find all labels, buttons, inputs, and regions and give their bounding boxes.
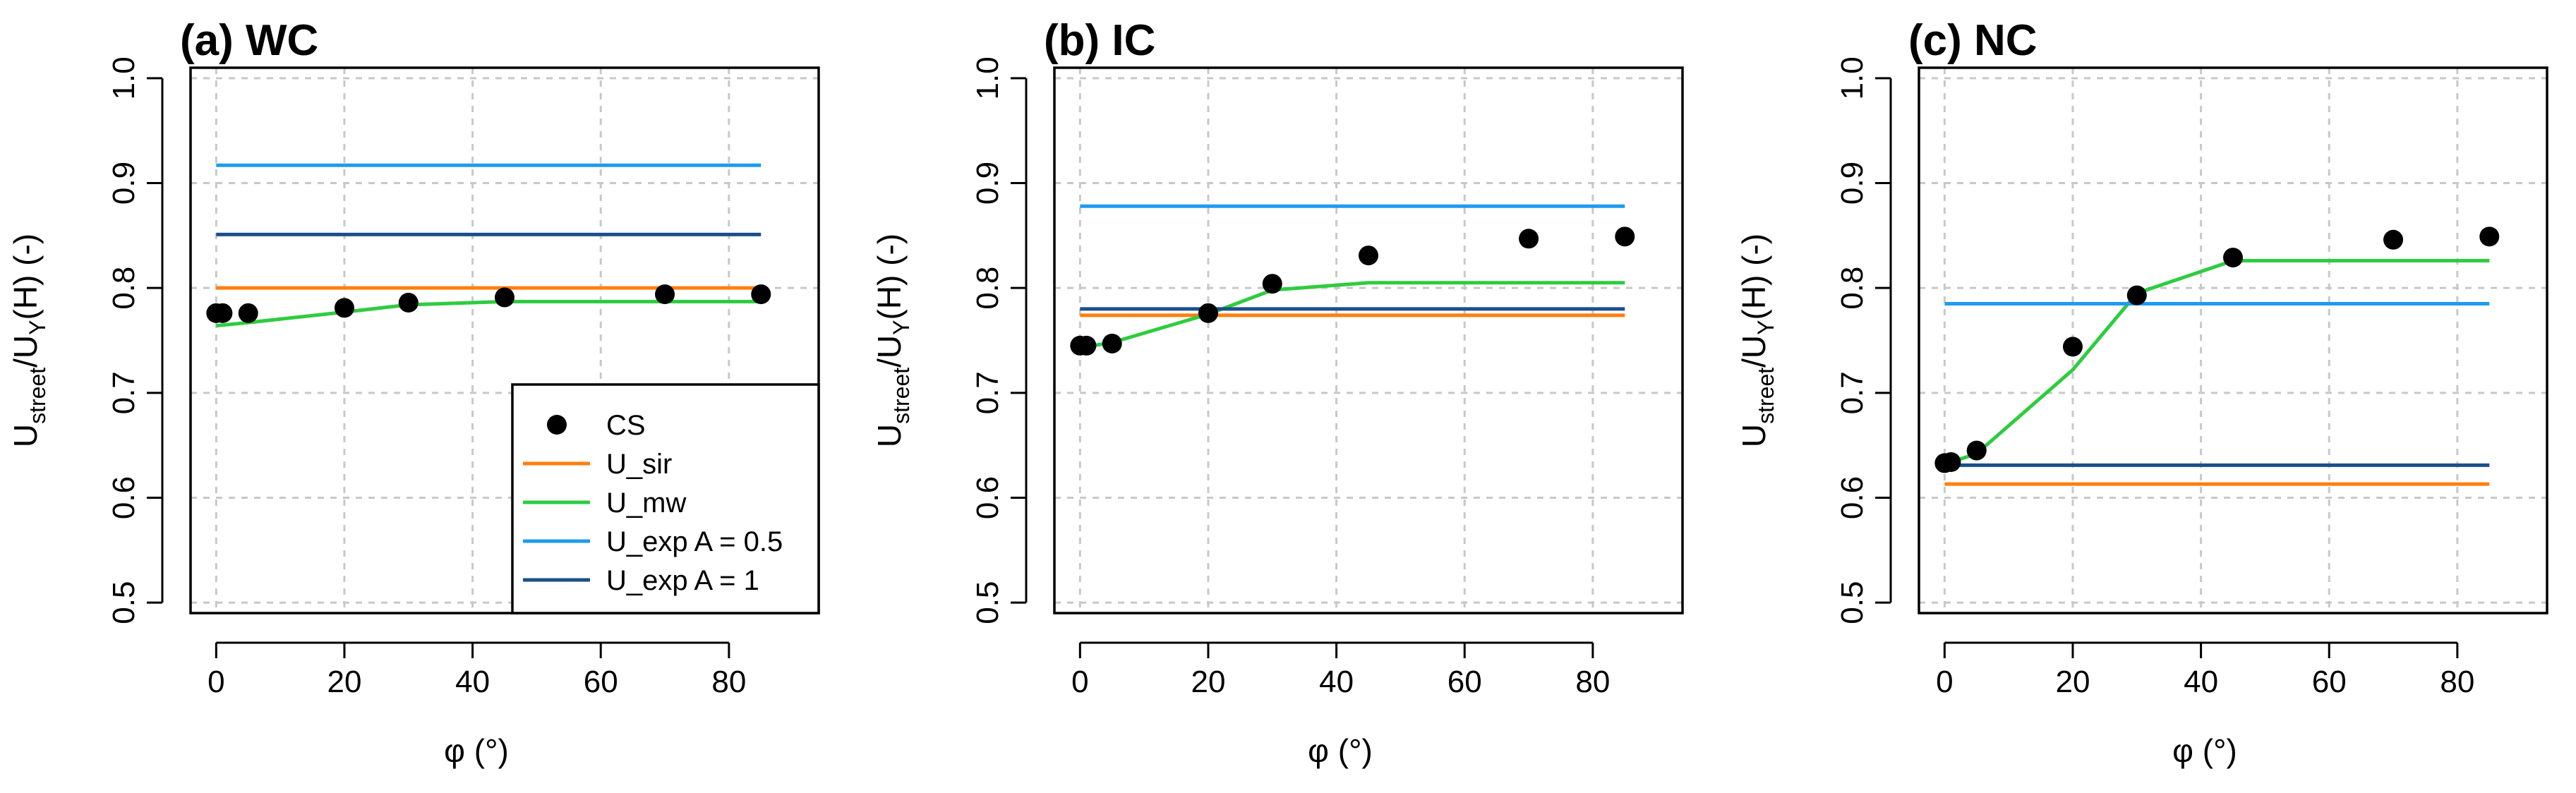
data-point [1519, 229, 1539, 249]
y-tick-label: 0.5 [970, 581, 1005, 624]
panel-title: (b) IC [1044, 16, 1155, 65]
legend: CS U_sir U_mw U_exp A = 0.5 U_exp A = 1 [511, 383, 820, 615]
panel-1: 0 20 40 60 80 φ (°) 0.5 0.6 0.7 0.8 0.9 1.0 Ustreet/… [7, 16, 820, 769]
y-axis-label-part: Y [25, 320, 50, 334]
x-axis-label: φ (°) [444, 732, 509, 769]
x-tick-label: 20 [1191, 665, 1225, 699]
y-tick-label: 0.6 [107, 476, 141, 519]
x-tick-label: 60 [2312, 665, 2347, 699]
y-tick-label: 0.8 [107, 267, 141, 310]
legend-entry: U_sir [606, 449, 672, 480]
x-tick-label: 40 [455, 665, 490, 699]
y-axis-label-part: (H) (-) [871, 234, 908, 320]
y-axis-label-part: street [889, 368, 914, 424]
plot-frame [1918, 66, 2548, 615]
y-axis-label-part: Y [889, 320, 914, 334]
data-point [2383, 229, 2404, 250]
y-axis-label-part: U [1735, 424, 1772, 447]
y-axis-label-part: /U [1735, 335, 1772, 368]
series-line-u-mw [1944, 259, 2490, 466]
legend-entry: CS [606, 410, 646, 441]
x-tick-label: 60 [584, 665, 618, 699]
x-tick-label: 40 [1319, 665, 1354, 699]
y-tick-label: 0.6 [970, 476, 1005, 519]
x-tick-label: 20 [327, 665, 361, 699]
data-point [1102, 333, 1122, 353]
panel-3: 0 20 40 60 80 φ (°) 0.5 0.6 0.7 0.8 0.9 1.0 Ustreet/… [1735, 16, 2548, 769]
data-point [1359, 246, 1378, 266]
legend-marker [547, 415, 567, 435]
x-tick-label: 0 [1071, 665, 1088, 699]
y-tick-label: 0.8 [1835, 267, 1870, 310]
data-point [1076, 335, 1097, 356]
y-tick-label: 0.7 [107, 371, 141, 414]
y-tick-label: 0.5 [107, 581, 141, 624]
x-tick-label: 80 [2440, 665, 2474, 699]
data-point [1615, 226, 1635, 247]
y-axis-label-part: street [25, 368, 50, 424]
y-tick-label: 1.0 [970, 56, 1005, 99]
data-point [2062, 337, 2083, 357]
y-axis-label: Ustreet/UY(H) (-) [7, 234, 50, 447]
y-axis-label-part: /U [871, 335, 908, 368]
y-axis-label-part: (H) (-) [1735, 234, 1772, 320]
y-tick-label: 0.9 [1835, 162, 1870, 205]
x-tick-label: 80 [1575, 665, 1610, 699]
x-tick-label: 80 [711, 665, 746, 699]
y-axis-label-part: U [7, 424, 44, 447]
data-point [212, 303, 233, 323]
x-tick-label: 40 [2184, 665, 2218, 699]
x-tick-label: 0 [1936, 665, 1953, 699]
y-tick-label: 1.0 [1835, 56, 1870, 99]
series-line-u-mw [216, 299, 762, 328]
data-point [2223, 248, 2243, 268]
y-tick-label: 0.5 [1835, 581, 1870, 624]
y-axis-label-part: street [1753, 368, 1778, 424]
y-axis-label: Ustreet/UY(H) (-) [871, 234, 914, 447]
panel-title: (c) NC [1908, 16, 2038, 65]
plot-frame [1053, 66, 1684, 615]
y-tick-label: 0.8 [970, 267, 1005, 310]
legend-entry: U_exp A = 0.5 [606, 526, 783, 557]
x-tick-label: 60 [1448, 665, 1482, 699]
x-axis-label: φ (°) [1308, 732, 1373, 769]
data-point [495, 287, 514, 308]
y-tick-label: 1.0 [107, 56, 141, 99]
y-axis-label-part: (H) (-) [7, 234, 44, 320]
x-axis-label: φ (°) [2172, 732, 2237, 769]
y-axis-label-part: U [871, 424, 908, 447]
legend-entry: U_mw [606, 488, 686, 519]
y-tick-label: 0.6 [1835, 476, 1870, 519]
data-point [1262, 274, 1282, 294]
data-point [751, 284, 771, 305]
data-point [1966, 440, 1987, 461]
panel-title: (a) WC [180, 16, 318, 65]
y-tick-label: 0.9 [970, 162, 1005, 205]
data-point [1941, 452, 1961, 472]
y-tick-label: 0.7 [1835, 371, 1870, 414]
y-tick-label: 0.9 [107, 162, 141, 205]
y-axis-label: Ustreet/UY(H) (-) [1735, 234, 1778, 447]
data-point [2126, 285, 2147, 305]
panel-2: 0 20 40 60 80 φ (°) 0.5 0.6 0.7 0.8 0.9 1.0 Ustreet/… [871, 16, 1684, 769]
x-tick-label: 0 [207, 665, 224, 699]
data-point [238, 303, 258, 323]
legend-entry: U_exp A = 1 [606, 565, 759, 596]
y-tick-label: 0.7 [970, 371, 1005, 414]
x-tick-label: 20 [2055, 665, 2090, 699]
plot-frame [189, 66, 820, 615]
data-point [398, 292, 419, 313]
data-point [655, 284, 675, 305]
data-point [2479, 226, 2500, 247]
y-axis-label-part: /U [7, 335, 44, 368]
data-point [334, 298, 354, 318]
y-axis-label-part: Y [1753, 320, 1778, 334]
data-point [1198, 303, 1218, 323]
